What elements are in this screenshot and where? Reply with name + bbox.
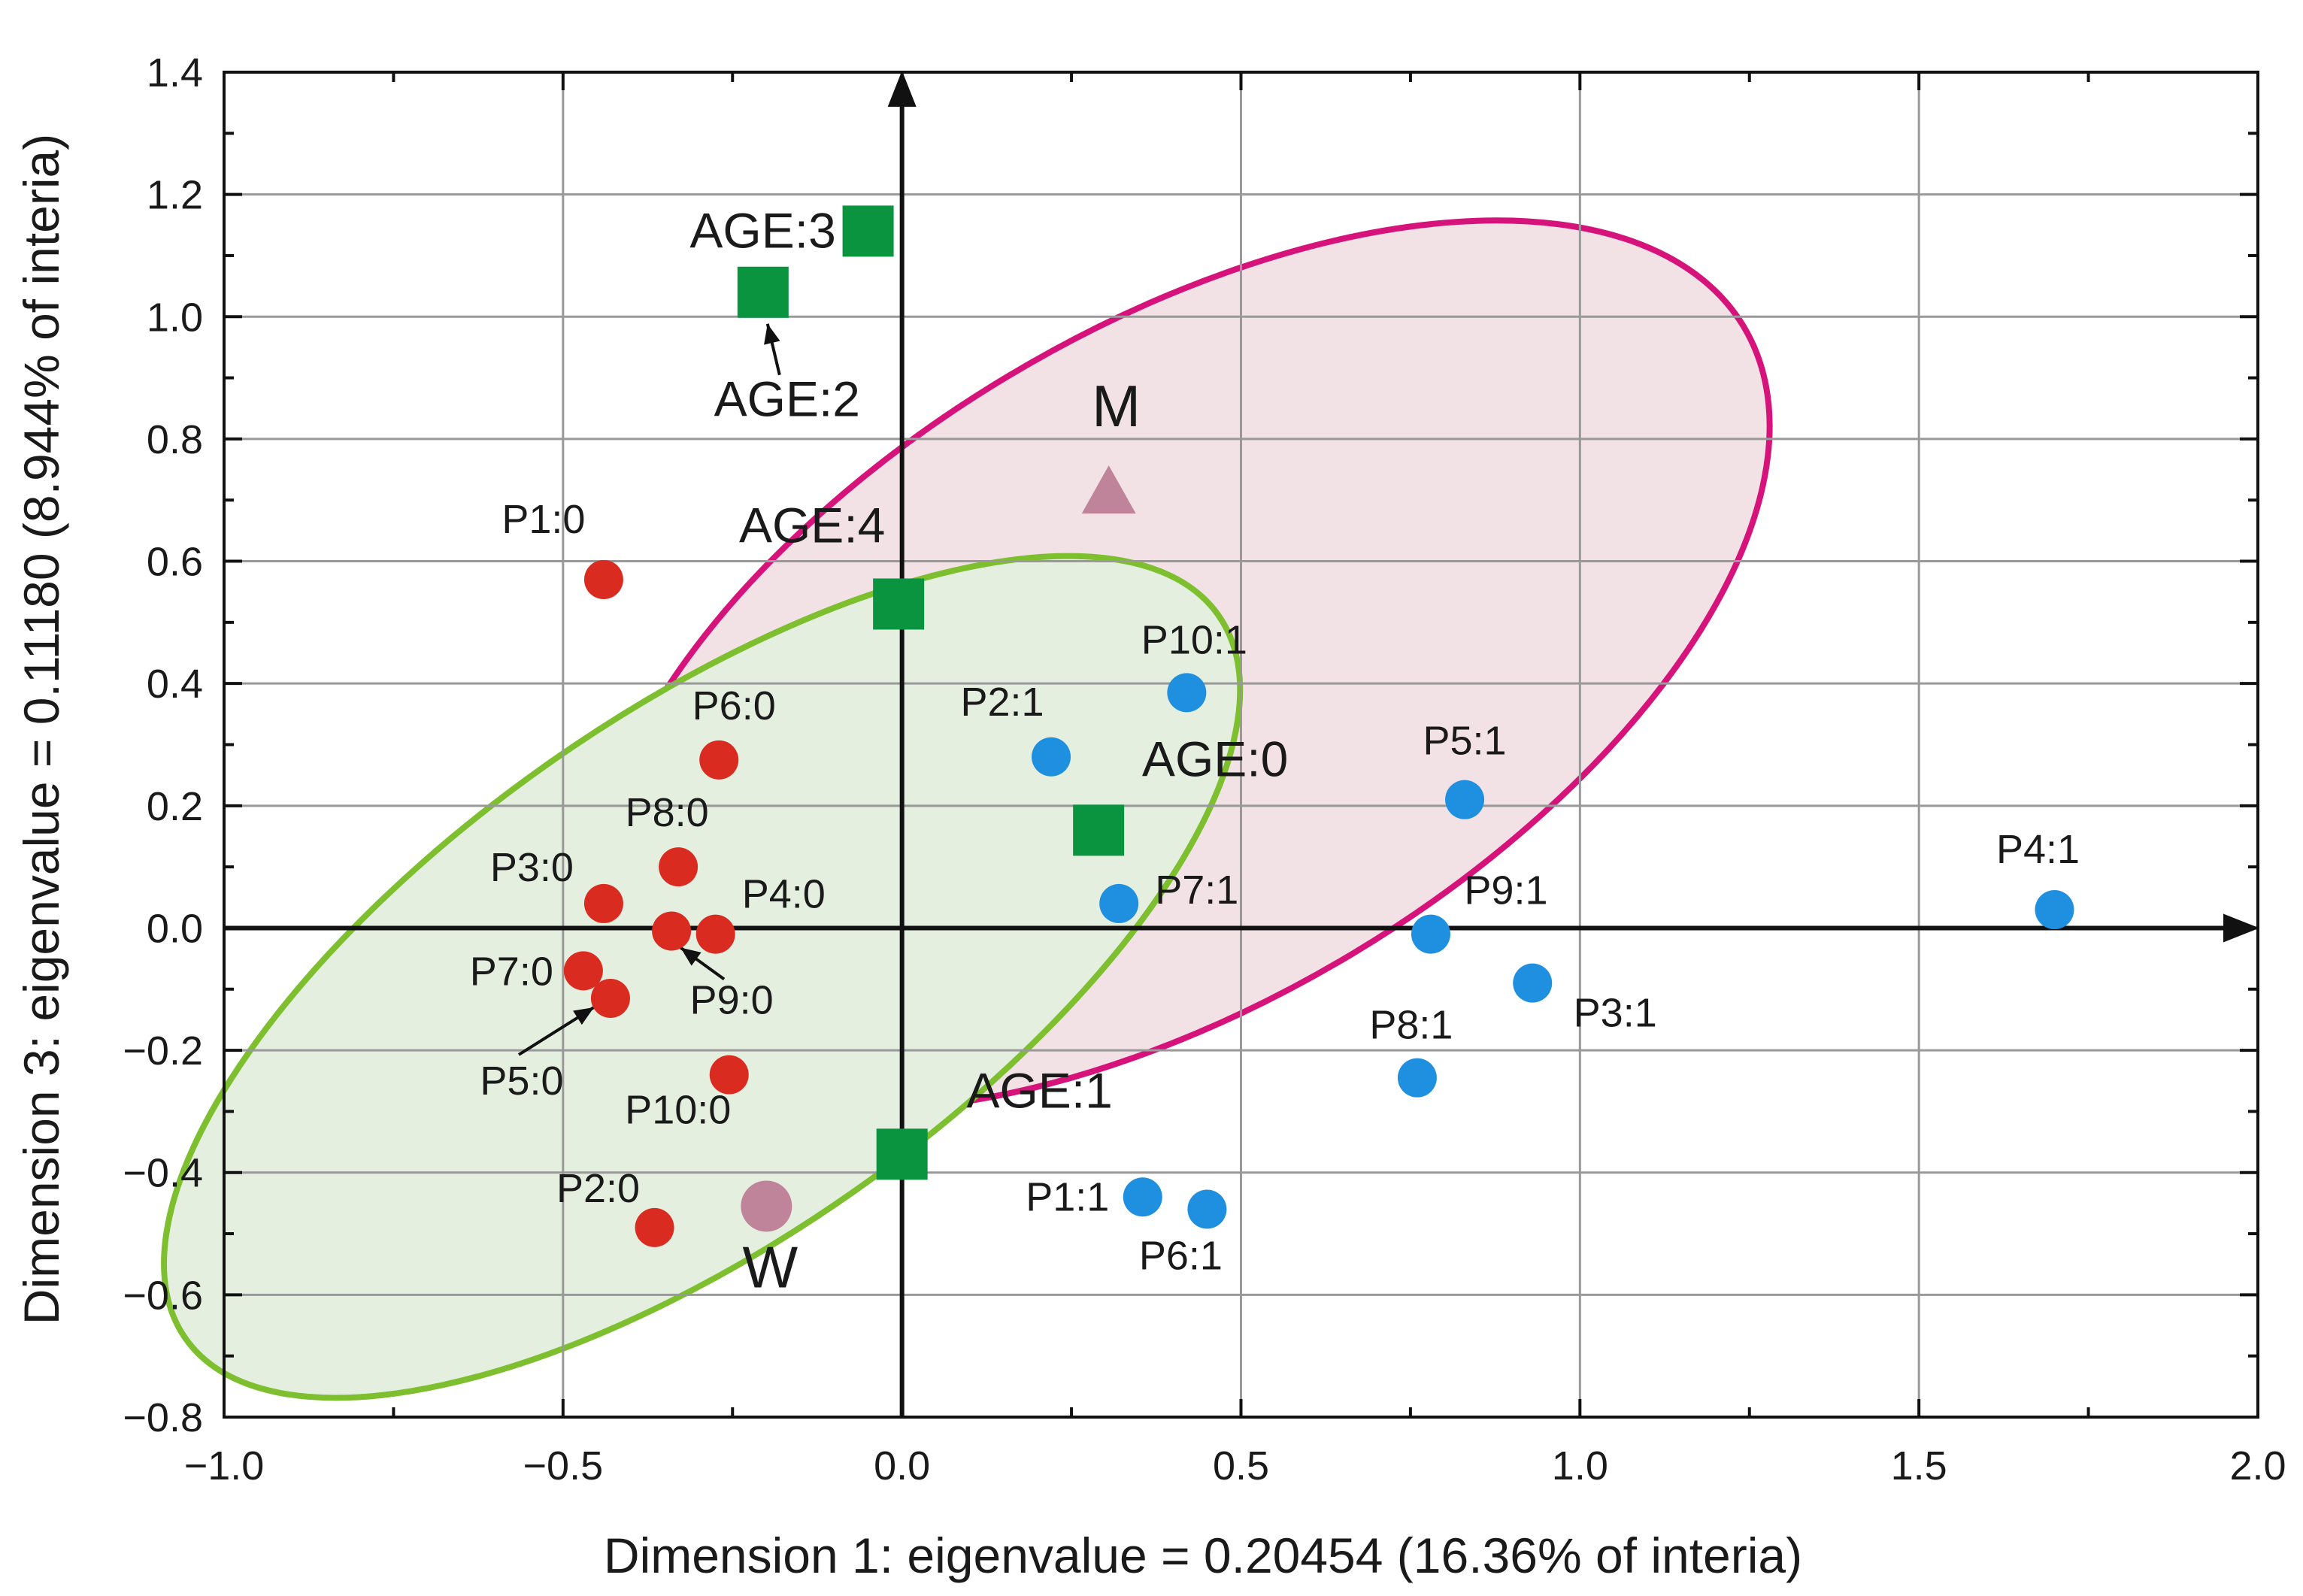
label-age-4: AGE:4	[739, 497, 885, 553]
point-p2-0	[635, 1207, 674, 1247]
ellipse-w	[161, 553, 1244, 1401]
label-age-0: AGE:0	[1142, 731, 1288, 786]
label-p7-1: P7:1	[1155, 868, 1238, 913]
y-tick-label: 0.6	[147, 540, 203, 585]
point-p10-0	[709, 1055, 749, 1095]
axis-ticks: −1.0 −0.5 0.0 0.5 1.0 1.5 2.0 −0.8 −0.6 −0.4 −0.2 0…	[123, 50, 2286, 1488]
label-age-2: AGE:2	[714, 371, 860, 427]
label-p3-0: P3:0	[490, 845, 574, 890]
connector-p9-0-head	[680, 947, 702, 966]
point-p6-1	[1187, 1189, 1227, 1229]
label-age-1: AGE:1	[966, 1062, 1112, 1118]
point-p4-1	[2035, 890, 2074, 930]
label-p5-1: P5:1	[1423, 719, 1507, 764]
connector-age-2-head	[764, 323, 780, 345]
point-p1-0	[583, 559, 623, 599]
label-p1-1: P1:1	[1026, 1174, 1109, 1219]
label-connectors	[517, 323, 781, 1056]
label-p3-1: P3:1	[1574, 991, 1657, 1036]
data-marks	[563, 205, 2074, 1247]
x-tick-label: −0.5	[523, 1443, 604, 1488]
point-w	[741, 1180, 792, 1232]
y-tick-label: 0.4	[147, 662, 203, 707]
y-tick-label: 1.2	[147, 173, 203, 218]
x-tick-label: 0.0	[874, 1443, 930, 1488]
point-age-0	[1073, 804, 1125, 856]
point-p8-1	[1397, 1058, 1437, 1098]
point-p5-1	[1445, 780, 1485, 819]
label-age-3: AGE:3	[689, 202, 835, 258]
horizontal-axis-arrow	[2223, 913, 2259, 943]
point-p7-0	[563, 951, 603, 991]
origin-axes	[224, 71, 2259, 1417]
y-tick-label: −0.6	[123, 1273, 203, 1318]
x-tick-label: 1.5	[1891, 1443, 1947, 1488]
point-age-3	[842, 205, 894, 257]
point-age-4	[873, 578, 925, 630]
x-axis-label: Dimension 1: eigenvalue = 0.20454 (16.36…	[604, 1528, 1802, 1583]
point-p3-0	[583, 883, 623, 923]
point-age-1	[876, 1128, 928, 1180]
connector-p5-0-head	[573, 1007, 594, 1025]
label-p6-1: P6:1	[1139, 1234, 1223, 1279]
point-age-2	[737, 266, 789, 318]
label-p4-0: P4:0	[742, 872, 826, 917]
y-tick-label: −0.2	[123, 1028, 203, 1074]
y-tick-label: −0.8	[123, 1395, 203, 1440]
x-tick-label: 2.0	[2229, 1443, 2286, 1488]
point-p2-1	[1032, 737, 1071, 777]
y-tick-label: 0.2	[147, 784, 203, 829]
point-p9-1	[1411, 914, 1450, 954]
point-p10-1	[1167, 673, 1207, 713]
label-p4-1: P4:1	[1996, 827, 2080, 872]
y-tick-label: 1.0	[147, 295, 203, 340]
label-p8-0: P8:0	[626, 790, 709, 835]
label-p8-1: P8:1	[1369, 1003, 1453, 1048]
label-p5-0: P5:0	[480, 1058, 563, 1104]
label-p9-1: P9:1	[1464, 868, 1547, 913]
label-p9-0: P9:0	[690, 978, 774, 1023]
point-p3-1	[1513, 963, 1553, 1003]
y-tick-label: 0.8	[147, 417, 203, 462]
point-p4-0	[695, 914, 735, 954]
label-p2-1: P2:1	[960, 680, 1044, 725]
point-labels: P1:0 P6:0 P8:0 P3:0 P4:0 P9:0 P7:0 P5:0 P10:0 P2:…	[470, 202, 2080, 1300]
y-tick-label: 1.4	[147, 50, 203, 95]
vertical-axis-arrow	[887, 71, 917, 107]
label-p1-0: P1:0	[502, 497, 585, 542]
group-ellipses	[161, 217, 1773, 1401]
y-axis-label: Dimension 3: eigenvalue = 0.11180 (8.944…	[14, 134, 69, 1325]
label-p10-0: P10:0	[625, 1088, 731, 1133]
point-p7-1	[1099, 883, 1139, 923]
label-w: W	[743, 1234, 798, 1300]
x-tick-label: −1.0	[184, 1443, 265, 1488]
label-p2-0: P2:0	[556, 1166, 640, 1211]
x-tick-label: 1.0	[1552, 1443, 1608, 1488]
label-p10-1: P10:1	[1141, 617, 1247, 662]
x-tick-label: 0.5	[1213, 1443, 1269, 1488]
y-tick-label: 0.0	[147, 906, 203, 951]
point-p6-0	[699, 740, 739, 780]
point-m	[1081, 465, 1136, 514]
point-p8-0	[659, 847, 698, 887]
label-p6-0: P6:0	[692, 683, 776, 728]
label-m: M	[1092, 373, 1141, 439]
label-p7-0: P7:0	[470, 949, 553, 994]
y-tick-label: −0.4	[123, 1151, 203, 1196]
point-p5-0	[590, 978, 630, 1018]
point-p9-0	[652, 911, 692, 951]
point-p1-1	[1123, 1177, 1162, 1217]
